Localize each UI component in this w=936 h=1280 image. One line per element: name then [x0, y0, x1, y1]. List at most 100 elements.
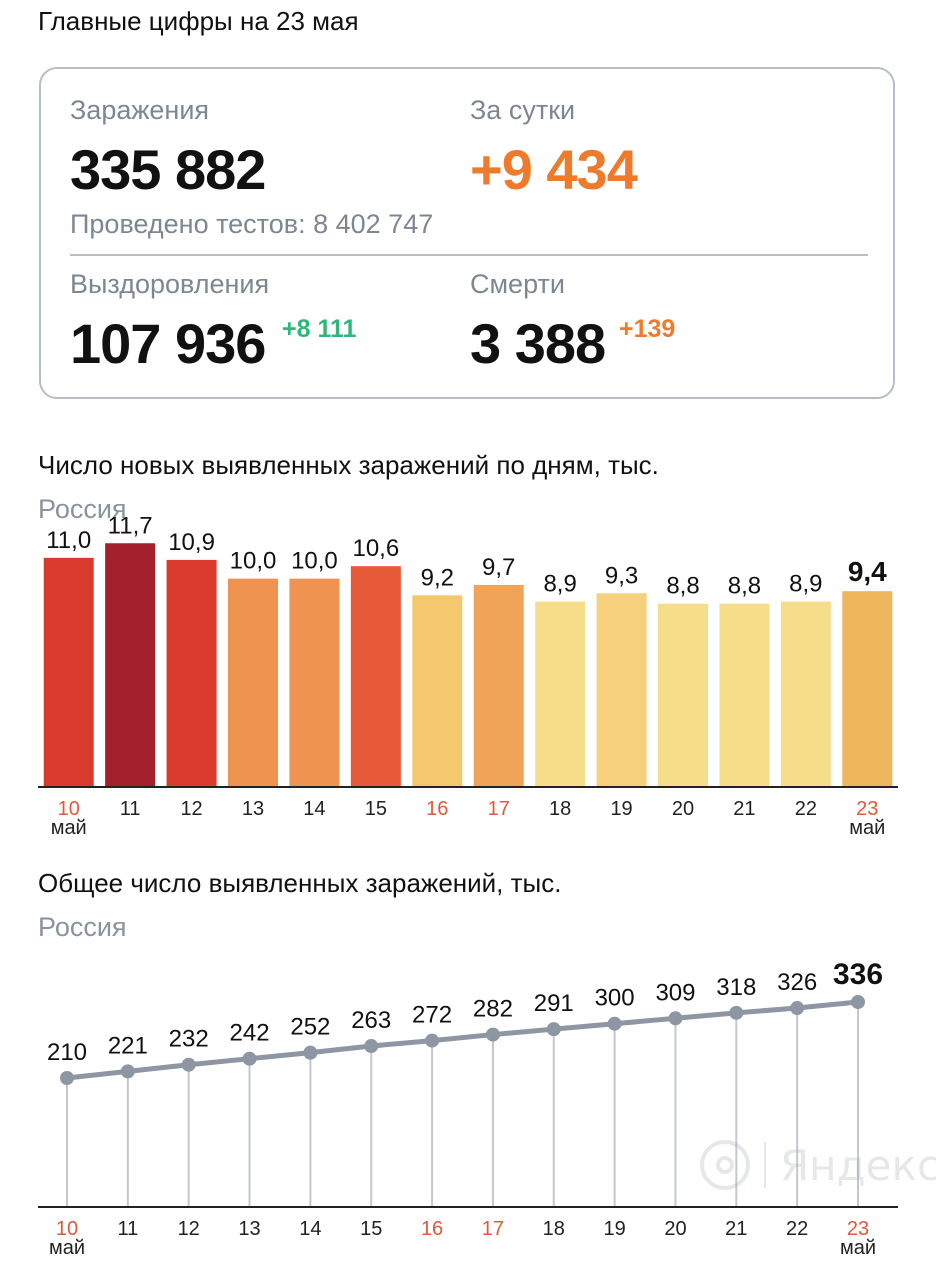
bar-18 [535, 601, 586, 787]
x-tick-label: 15 [360, 1218, 382, 1240]
line-chart-region: Россия [38, 912, 127, 942]
infections-value: 335 882 [70, 138, 266, 201]
infections-label: Заражения [70, 95, 210, 125]
bar-value-label: 9,7 [482, 554, 515, 581]
tests-count: Проведено тестов: 8 402 747 [70, 209, 434, 239]
yandex-watermark: Яндекс [700, 1140, 936, 1190]
page-title: Главные цифры на 23 мая [38, 6, 359, 36]
watermark-separator [764, 1142, 766, 1188]
watermark-text: Яндекс [780, 1140, 936, 1190]
recoveries-label: Выздоровления [70, 269, 270, 299]
bar-22 [780, 601, 831, 787]
x-tick-label: 12 [180, 798, 202, 820]
point-value-label: 232 [169, 1026, 209, 1053]
bar-value-label: 10,0 [291, 548, 338, 575]
card-divider [70, 254, 868, 256]
x-tick-label: 14 [303, 798, 325, 820]
point-10 [60, 1071, 74, 1085]
point-value-label: 282 [473, 996, 513, 1023]
point-value-label: 252 [290, 1014, 330, 1041]
x-tick-label: 11 [120, 798, 141, 820]
x-tick-label: 18 [543, 1218, 565, 1240]
x-tick-label: 17 [488, 798, 510, 820]
point-value-label: 272 [412, 1002, 452, 1029]
month-label-first: май [51, 817, 87, 839]
point-value-label: 221 [108, 1032, 148, 1059]
x-tick-label: 16 [426, 798, 448, 820]
recoveries-delta: +8 111 [282, 315, 357, 343]
bar-13 [228, 578, 278, 787]
bar-value-label: 10,6 [352, 535, 399, 562]
x-tick-label: 15 [365, 798, 387, 820]
point-value-label: 309 [655, 979, 695, 1006]
summary-card: Заражения 335 882 За сутки +9 434 Провед… [39, 67, 895, 399]
recoveries-value: 107 936 [70, 312, 266, 375]
x-tick-label: 22 [795, 798, 817, 820]
x-tick-label: 10 [56, 1218, 78, 1240]
bar-12 [166, 559, 217, 787]
bar-value-label: 8,8 [666, 573, 699, 600]
bar-value-label: 8,8 [728, 573, 761, 600]
bar-21 [719, 603, 770, 787]
point-16 [425, 1033, 440, 1048]
point-13 [242, 1051, 257, 1066]
point-12 [181, 1057, 196, 1072]
bar-value-label: 11,7 [108, 512, 153, 539]
bar-value-label: 10,9 [168, 529, 215, 556]
bar-11 [105, 543, 156, 787]
x-tick-label: 16 [421, 1218, 443, 1240]
point-11 [120, 1064, 135, 1079]
bar-16 [412, 595, 463, 787]
point-15 [364, 1039, 379, 1054]
bar-value-label: 9,3 [605, 562, 638, 589]
point-value-label: 300 [595, 985, 635, 1012]
bar-20 [658, 603, 708, 787]
x-tick-label: 22 [786, 1218, 808, 1240]
bar-value-label: 11,0 [46, 527, 91, 554]
daily-value: +9 434 [470, 138, 638, 201]
x-tick-label: 23 [856, 798, 878, 820]
bar-value-label: 9,4 [848, 556, 887, 587]
x-tick-label: 17 [482, 1218, 504, 1240]
x-tick-label: 23 [847, 1218, 869, 1240]
bar-17 [473, 584, 524, 787]
daily-label: За сутки [470, 95, 576, 125]
point-value-label: 336 [833, 958, 883, 991]
bar-value-label: 8,9 [789, 571, 822, 598]
x-tick-label: 13 [242, 798, 264, 820]
bar-chart-region: Россия [38, 494, 127, 524]
point-value-label: 263 [351, 1007, 391, 1034]
x-tick-label: 19 [610, 798, 632, 820]
x-tick-label: 19 [603, 1218, 625, 1240]
series-line [64, 999, 861, 1081]
month-label-last: май [849, 817, 885, 839]
total-infections-line-chart: 210 10 221 11 232 12 242 13 252 14 263 15 272 16 282 17… [38, 958, 898, 1259]
x-tick-label: 13 [238, 1218, 260, 1240]
deaths-delta: +139 [619, 315, 676, 343]
point-17 [485, 1027, 500, 1042]
point-value-label: 291 [534, 990, 574, 1017]
deaths-label: Смерти [470, 269, 565, 299]
x-tick-label: 10 [58, 798, 80, 820]
bar-23 [842, 591, 893, 787]
bar-value-label: 10,0 [230, 548, 277, 575]
bar-14 [289, 578, 340, 787]
x-tick-label: 21 [725, 1218, 747, 1240]
point-value-label: 318 [716, 974, 756, 1001]
x-tick-label: 21 [733, 798, 755, 820]
x-tick-label: 14 [299, 1218, 321, 1240]
bar-chart-title: Число новых выявленных заражений по дням… [38, 450, 659, 480]
bar-15 [350, 566, 401, 787]
x-tick-label: 11 [117, 1218, 138, 1240]
point-23 [851, 995, 865, 1009]
point-21 [729, 1005, 744, 1020]
bar-19 [596, 593, 647, 787]
point-19 [607, 1016, 622, 1031]
point-value-label: 210 [47, 1039, 87, 1066]
point-22 [790, 1001, 805, 1016]
month-label-first: май [49, 1237, 85, 1259]
x-tick-label: 18 [549, 798, 571, 820]
deaths-value: 3 388 [470, 312, 606, 375]
bar-10 [43, 557, 94, 787]
month-label-last: май [840, 1237, 876, 1259]
